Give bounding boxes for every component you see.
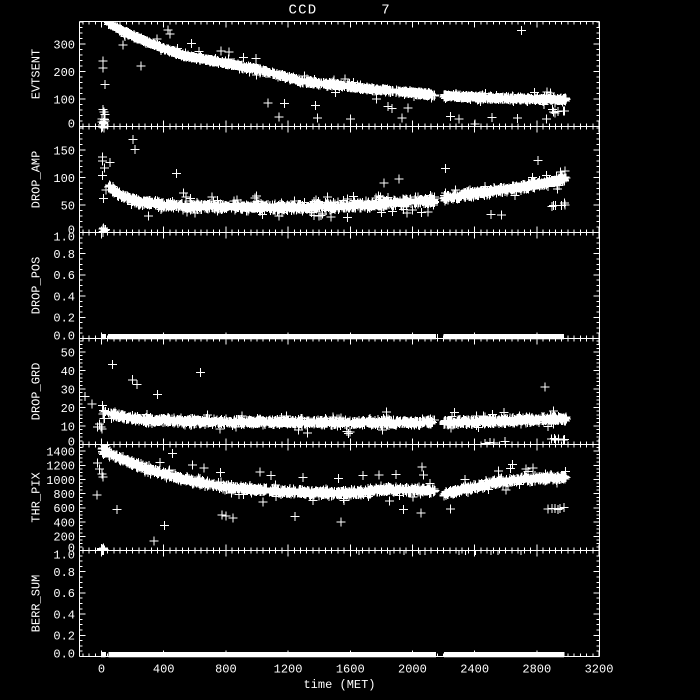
- svg-text:0: 0: [68, 541, 75, 555]
- svg-text:40: 40: [61, 365, 75, 379]
- svg-text:200: 200: [53, 66, 75, 80]
- svg-text:10: 10: [61, 420, 75, 434]
- svg-text:0.0: 0.0: [53, 647, 75, 661]
- svg-text:BERR_SUM: BERR_SUM: [29, 575, 43, 633]
- svg-text:400: 400: [153, 663, 175, 677]
- svg-text:50: 50: [61, 199, 75, 213]
- svg-text:time (MET): time (MET): [303, 678, 375, 692]
- svg-text:400: 400: [53, 516, 75, 530]
- svg-text:1.0: 1.0: [53, 230, 75, 244]
- svg-text:2000: 2000: [398, 663, 427, 677]
- svg-text:600: 600: [53, 502, 75, 516]
- svg-text:0.0: 0.0: [53, 329, 75, 343]
- svg-text:7: 7: [381, 3, 391, 19]
- svg-text:0: 0: [68, 117, 75, 131]
- svg-text:0: 0: [68, 435, 75, 449]
- svg-text:300: 300: [53, 38, 75, 52]
- svg-text:0.6: 0.6: [53, 269, 75, 283]
- svg-text:800: 800: [215, 663, 237, 677]
- svg-text:0: 0: [68, 223, 75, 237]
- svg-text:DROP_POS: DROP_POS: [29, 257, 43, 315]
- svg-text:1600: 1600: [336, 663, 365, 677]
- svg-text:0.8: 0.8: [53, 248, 75, 262]
- svg-text:1.0: 1.0: [53, 548, 75, 562]
- svg-text:50: 50: [61, 346, 75, 360]
- svg-text:DROP_GRD: DROP_GRD: [29, 363, 43, 421]
- svg-text:100: 100: [53, 172, 75, 186]
- svg-text:0.2: 0.2: [53, 312, 75, 326]
- svg-text:800: 800: [53, 488, 75, 502]
- svg-text:1400: 1400: [46, 445, 75, 459]
- svg-text:1000: 1000: [46, 474, 75, 488]
- svg-text:0.8: 0.8: [53, 566, 75, 580]
- svg-text:100: 100: [53, 93, 75, 107]
- svg-text:1200: 1200: [46, 460, 75, 474]
- svg-text:THR_PIX: THR_PIX: [29, 472, 43, 522]
- svg-text:DROP_AMP: DROP_AMP: [29, 151, 43, 209]
- svg-text:0.2: 0.2: [53, 630, 75, 644]
- svg-text:30: 30: [61, 383, 75, 397]
- svg-text:CCD: CCD: [289, 3, 318, 19]
- svg-text:EVTSENT: EVTSENT: [29, 49, 43, 99]
- svg-text:200: 200: [53, 531, 75, 545]
- svg-text:3200: 3200: [585, 663, 614, 677]
- svg-text:0.4: 0.4: [53, 290, 75, 304]
- svg-text:1200: 1200: [274, 663, 303, 677]
- svg-text:0: 0: [98, 663, 105, 677]
- svg-text:20: 20: [61, 402, 75, 416]
- svg-text:150: 150: [53, 144, 75, 158]
- svg-text:0.4: 0.4: [53, 608, 75, 622]
- svg-text:0.6: 0.6: [53, 587, 75, 601]
- svg-text:2400: 2400: [460, 663, 489, 677]
- svg-text:2800: 2800: [522, 663, 551, 677]
